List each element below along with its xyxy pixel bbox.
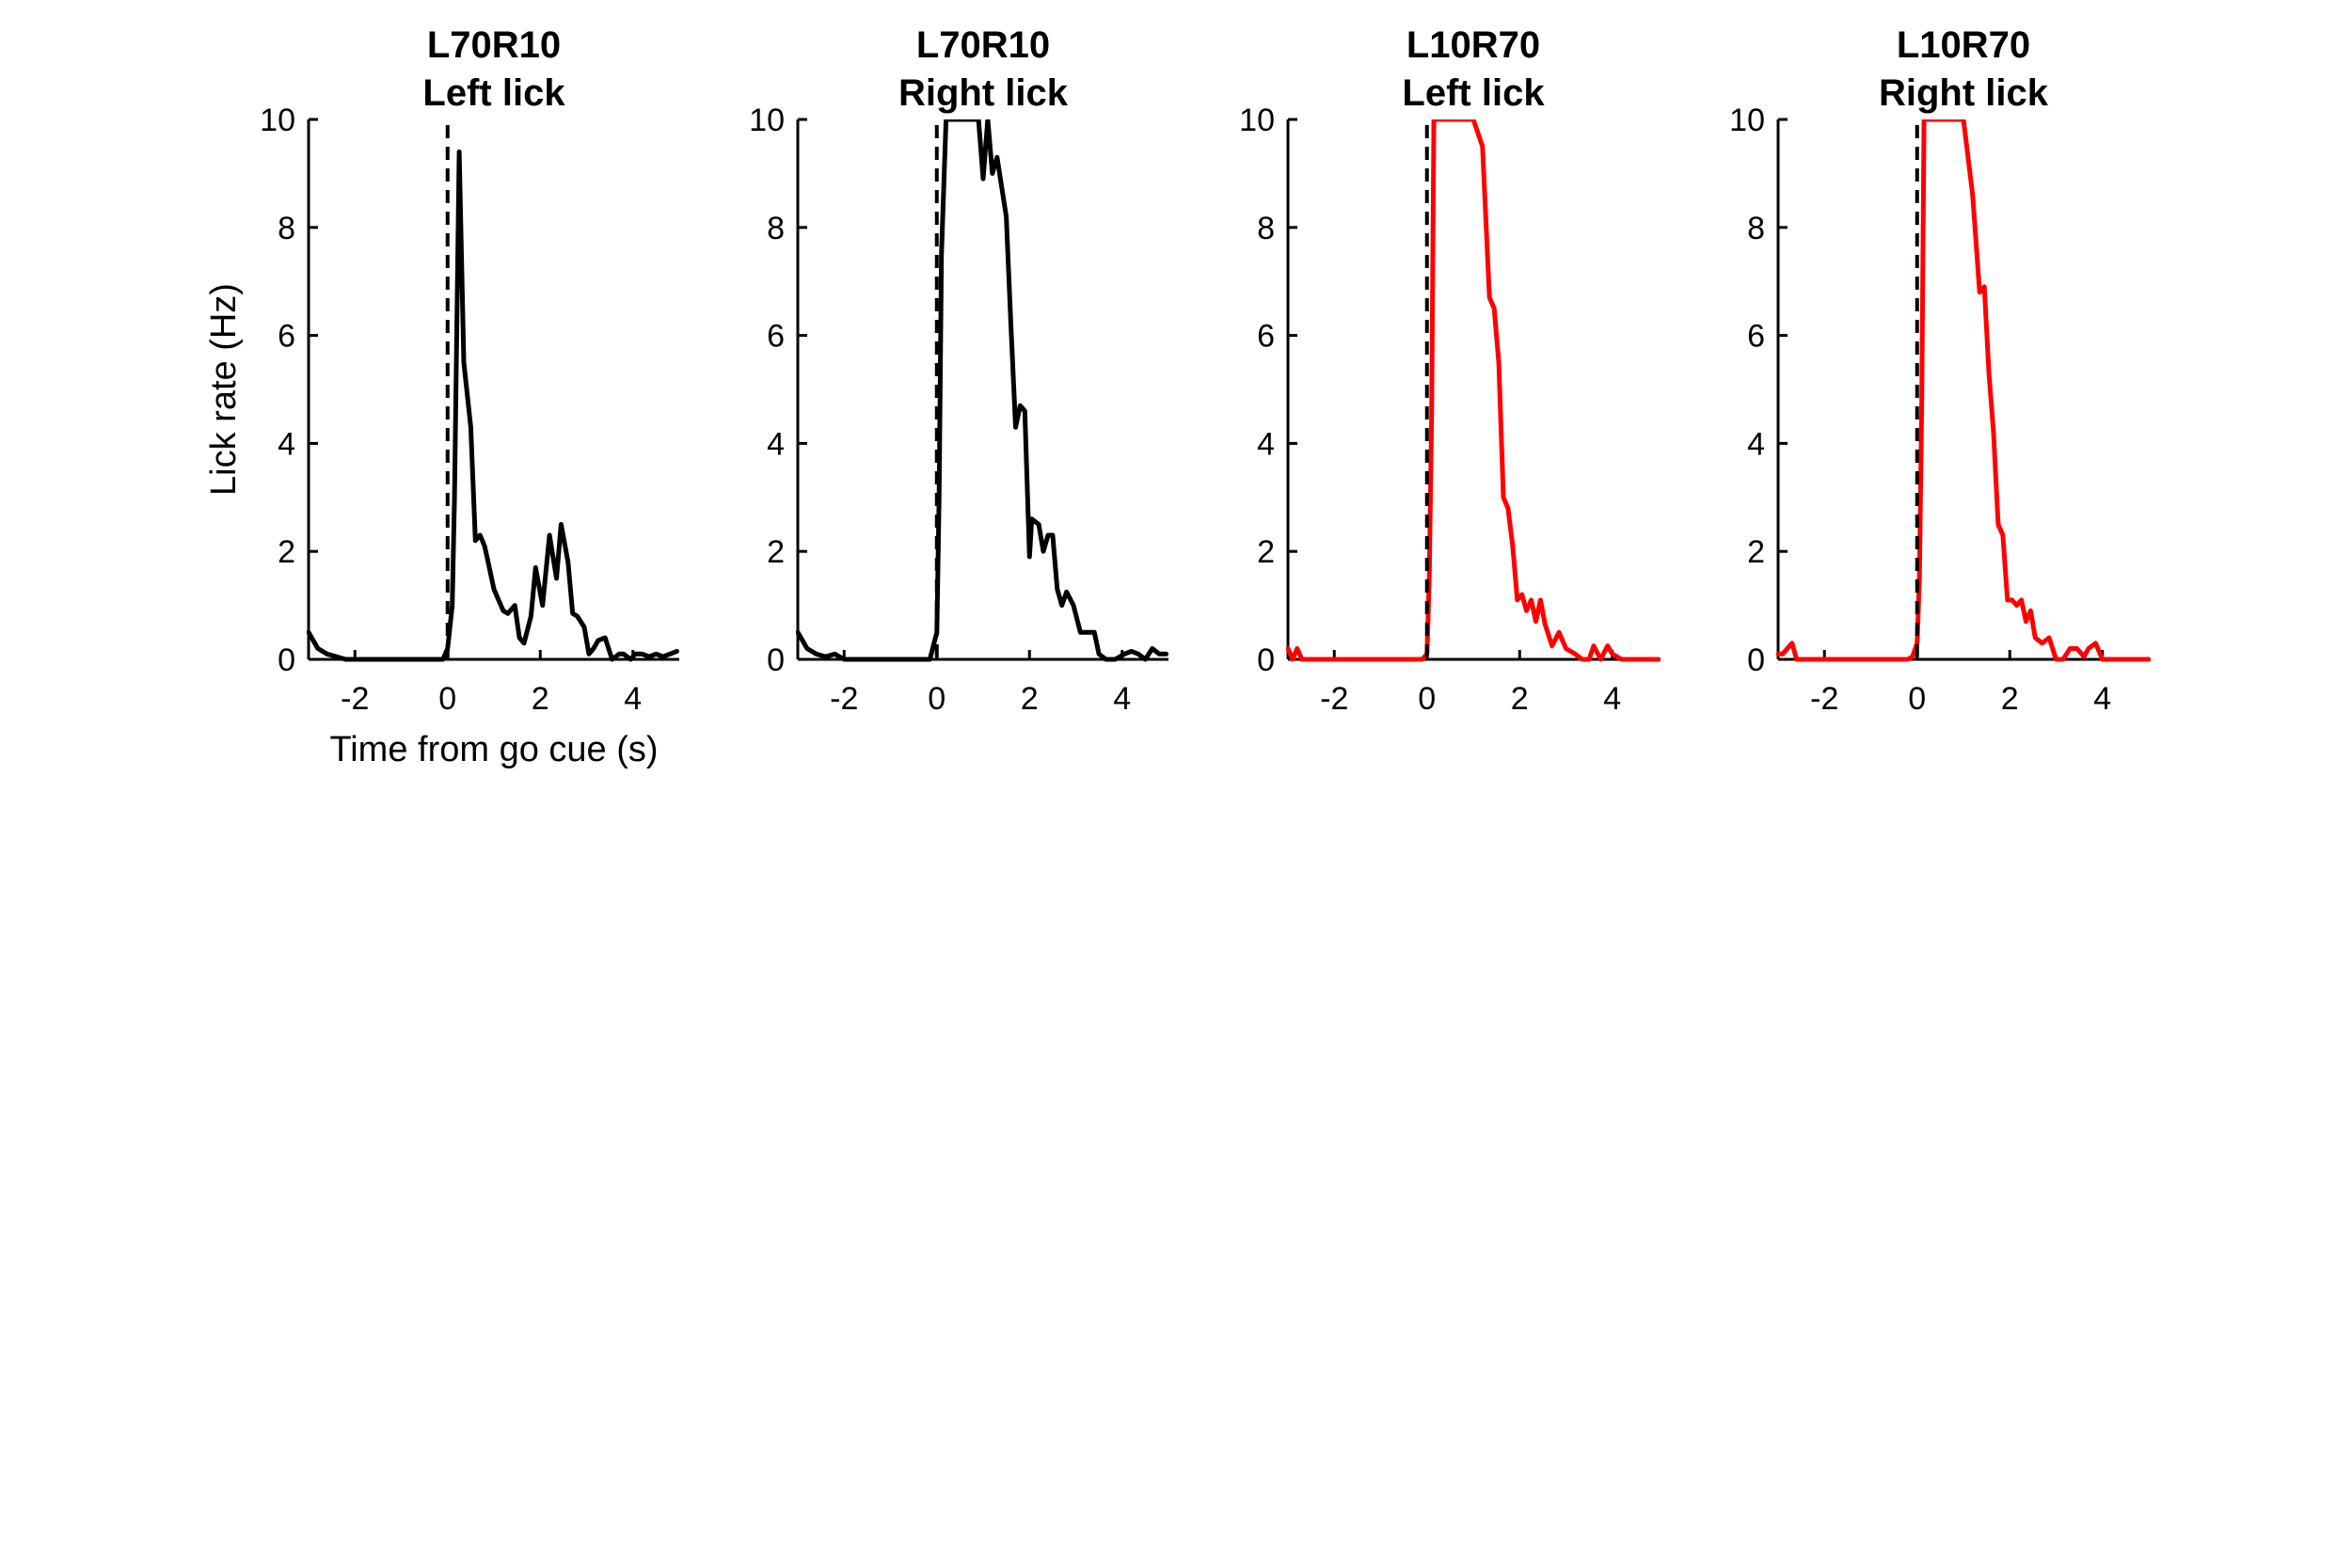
y-tick-label: 0 xyxy=(278,642,295,678)
x-tick-label: 2 xyxy=(2001,681,2019,717)
panel-4: L10R70 Right lick 0 2 4 6 8 10 -2 0 2 4 xyxy=(1729,24,2151,717)
y-tick-label: 2 xyxy=(1747,534,1765,570)
x-tick-label: -2 xyxy=(1810,681,1838,717)
y-tick-label: 2 xyxy=(278,534,295,570)
y-tick-label: 8 xyxy=(1747,211,1765,246)
y-tick-label: 10 xyxy=(749,103,785,138)
y-tick-label: 6 xyxy=(278,319,295,355)
y-tick-label: 10 xyxy=(1239,103,1275,138)
y-tick-label: 2 xyxy=(1257,534,1275,570)
panel-subtitle: Right lick xyxy=(1879,72,2049,114)
y-tick-label: 4 xyxy=(278,426,295,462)
panel-3: L10R70 Left lick 0 2 4 6 8 10 -2 0 2 4 xyxy=(1239,24,1661,717)
panel-title: L10R70 xyxy=(1897,24,2030,66)
panel-title: L70R10 xyxy=(427,24,561,66)
x-tick-label: 2 xyxy=(532,681,549,717)
y-tick-label: 8 xyxy=(767,211,785,246)
y-axis-label: Lick rate (Hz) xyxy=(204,283,244,496)
panel-1: L70R10 Left lick 0 2 4 6 8 10 -2 0 2 4 Time from go … xyxy=(204,24,679,769)
series-line-1 xyxy=(307,149,679,662)
series-line-1 xyxy=(1286,119,1661,662)
x-tick-label: 2 xyxy=(1511,681,1529,717)
y-tick-label: 10 xyxy=(260,103,295,138)
panel-subtitle: Left lick xyxy=(422,72,565,114)
x-tick-label: -2 xyxy=(830,681,858,717)
y-tick-label: 8 xyxy=(278,211,295,246)
y-tick-label: 0 xyxy=(767,642,785,678)
y-tick-label: 6 xyxy=(1747,319,1765,355)
x-tick-label: -2 xyxy=(1320,681,1348,717)
y-tick-label: 6 xyxy=(767,319,785,355)
y-tick-label: 2 xyxy=(767,534,785,570)
panel-subtitle: Left lick xyxy=(1402,72,1545,114)
x-tick-label: 4 xyxy=(1603,681,1621,717)
y-tick-label: 0 xyxy=(1747,642,1765,678)
panel-2: L70R10 Right lick 0 2 4 6 8 10 -2 0 2 4 xyxy=(749,24,1168,717)
y-tick-label: 8 xyxy=(1257,211,1275,246)
y-tick-label: 4 xyxy=(1747,426,1765,462)
y-tick-label: 4 xyxy=(767,426,785,462)
y-tick-label: 6 xyxy=(1257,319,1275,355)
x-tick-label: 4 xyxy=(2093,681,2111,717)
x-tick-label: 4 xyxy=(1113,681,1131,717)
x-tick-label: 0 xyxy=(928,681,946,717)
y-tick-label: 10 xyxy=(1729,103,1765,138)
panel-title: L10R70 xyxy=(1406,24,1540,66)
y-tick-label: 4 xyxy=(1257,426,1275,462)
x-tick-label: 0 xyxy=(1418,681,1436,717)
x-tick-label: -2 xyxy=(341,681,369,717)
x-tick-label: 2 xyxy=(1021,681,1039,717)
y-tick-label: 0 xyxy=(1257,642,1275,678)
x-tick-label: 0 xyxy=(1908,681,1926,717)
x-tick-label: 0 xyxy=(438,681,456,717)
x-tick-label: 4 xyxy=(624,681,642,717)
panel-title: L70R10 xyxy=(916,24,1050,66)
x-axis-label: Time from go cue (s) xyxy=(329,730,658,769)
series-line-1 xyxy=(1776,119,2151,662)
panel-subtitle: Right lick xyxy=(898,72,1069,114)
series-line-1 xyxy=(796,119,1168,662)
